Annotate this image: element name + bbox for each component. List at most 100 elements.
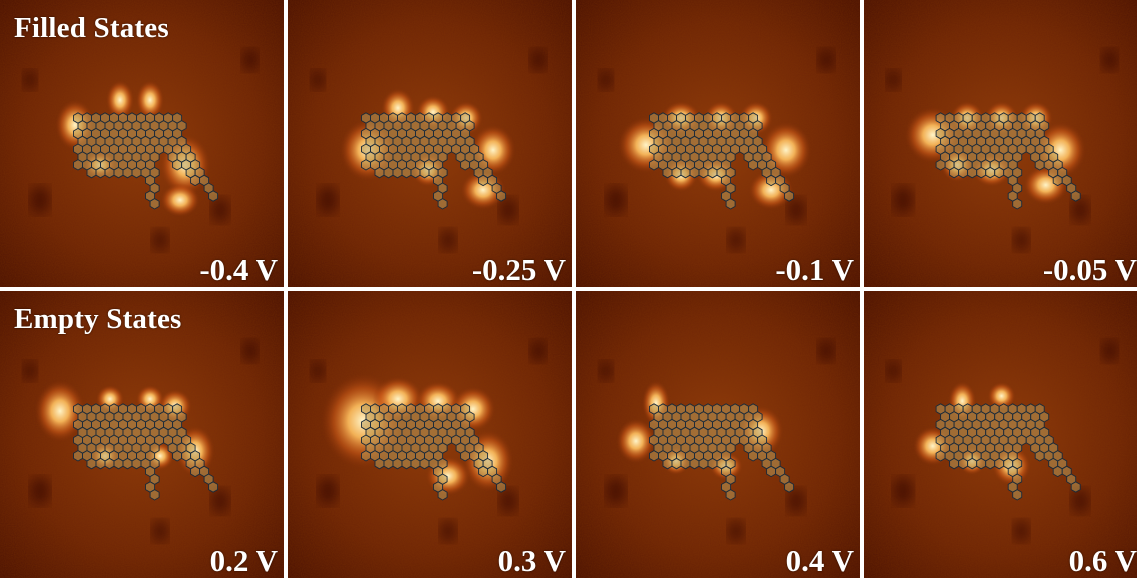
stm-panel: -0.1 V	[576, 0, 860, 287]
dark-spot	[1013, 228, 1030, 252]
hexagon-cell	[689, 457, 700, 470]
dark-spot	[23, 70, 37, 90]
hexagon-cell	[766, 465, 777, 478]
dark-spot	[1071, 197, 1090, 223]
stm-panel: 0.3 V	[288, 291, 572, 578]
hexagon-cell	[725, 489, 736, 501]
hexagon-cell	[1052, 174, 1063, 187]
hexagon-cell	[149, 489, 160, 501]
glow-blob	[34, 380, 86, 442]
hexagon-cell	[410, 166, 421, 179]
hexagon-cell	[1012, 489, 1023, 501]
dark-spot	[1101, 339, 1118, 363]
dark-spot	[893, 186, 914, 214]
hexagon-cell	[1070, 481, 1081, 493]
hexagon-lattice-overlay	[73, 112, 219, 210]
hexagon-cell	[383, 166, 394, 179]
hexagon-cell	[73, 450, 83, 462]
stm-panel: 0.4 V	[576, 291, 860, 578]
voltage-label: -0.05 V	[1042, 251, 1137, 287]
hexagon-cell	[649, 159, 659, 171]
stm-image	[288, 0, 572, 287]
stm-image	[0, 0, 284, 287]
hexagon-cell	[994, 457, 1005, 470]
hexagon-cell	[707, 166, 718, 179]
voltage-label: 0.6 V	[1068, 542, 1137, 578]
hexagon-cell	[131, 166, 142, 179]
hexagon-cell	[86, 166, 97, 179]
hexagon-cell	[766, 174, 777, 187]
hexagon-cell	[976, 166, 987, 179]
dark-spot	[599, 70, 613, 90]
hexagon-lattice-overlay	[935, 112, 1081, 210]
hexagon-cell	[374, 166, 385, 179]
stm-panel: Filled States -0.4 V	[0, 0, 284, 287]
voltage-label: 0.3 V	[497, 542, 566, 578]
dark-spot	[30, 477, 50, 505]
hexagon-cell	[361, 159, 371, 171]
hexagon-cell	[707, 457, 718, 470]
hexagon-cell	[95, 166, 106, 179]
hexagon-cell	[949, 457, 960, 470]
dark-spot	[440, 228, 456, 252]
hexagon-cell	[496, 190, 507, 202]
hexagon-cell	[949, 166, 960, 179]
stm-panel: -0.25 V	[288, 0, 572, 287]
hexagon-cell	[95, 457, 106, 470]
hexagon-cell	[113, 166, 124, 179]
stm-panel: 0.6 V	[864, 291, 1137, 578]
hexagon-cell	[122, 457, 133, 470]
hexagon-cell	[419, 166, 430, 179]
glow-blob	[160, 183, 200, 217]
glow-blob	[136, 80, 164, 120]
voltage-label: 0.4 V	[785, 542, 854, 578]
hexagon-cell	[671, 166, 682, 179]
hexagon-cell	[985, 166, 996, 179]
hexagon-cell	[689, 166, 700, 179]
stm-image	[288, 291, 572, 578]
dark-spot	[728, 519, 744, 543]
dark-spot	[886, 361, 901, 381]
dark-spot	[893, 477, 914, 505]
hexagon-cell	[662, 457, 673, 470]
hexagon-cell	[698, 166, 709, 179]
stm-image	[864, 291, 1137, 578]
hexagon-cell	[410, 457, 421, 470]
hexagon-cell	[73, 159, 83, 171]
hexagon-cell	[662, 166, 673, 179]
hexagon-cell	[994, 166, 1005, 179]
hexagon-cell	[1034, 450, 1045, 462]
dark-spot	[818, 339, 834, 363]
stm-image	[576, 291, 860, 578]
hexagon-cell	[935, 159, 946, 171]
hexagon-cell	[131, 457, 142, 470]
voltage-label: -0.25 V	[471, 251, 566, 287]
hexagon-cell	[478, 465, 489, 478]
hexagon-cell	[478, 174, 489, 187]
dark-spot	[606, 477, 626, 505]
hexagon-cell	[86, 457, 97, 470]
stm-image	[576, 0, 860, 287]
stm-panel: Empty States 0.2 V	[0, 291, 284, 578]
dark-spot	[440, 519, 456, 543]
hexagon-cell	[437, 489, 448, 501]
hexagon-cell	[1052, 465, 1063, 478]
hexagon-cell	[784, 190, 795, 202]
hexagon-cell	[460, 159, 471, 171]
dark-spot	[599, 361, 613, 381]
dark-spot	[728, 228, 744, 252]
dark-spot	[318, 186, 338, 214]
hexagon-cell	[361, 450, 371, 462]
stm-image	[864, 0, 1137, 287]
dark-spot	[318, 477, 338, 505]
dark-spot	[818, 48, 834, 72]
dark-spot	[30, 186, 50, 214]
hexagon-cell	[649, 450, 659, 462]
hexagon-cell	[374, 457, 385, 470]
hexagon-lattice-overlay	[73, 403, 219, 501]
dark-spot	[211, 488, 229, 514]
hexagon-cell	[104, 457, 115, 470]
hexagon-cell	[401, 457, 412, 470]
dark-spot	[152, 519, 168, 543]
hexagon-cell	[976, 457, 987, 470]
